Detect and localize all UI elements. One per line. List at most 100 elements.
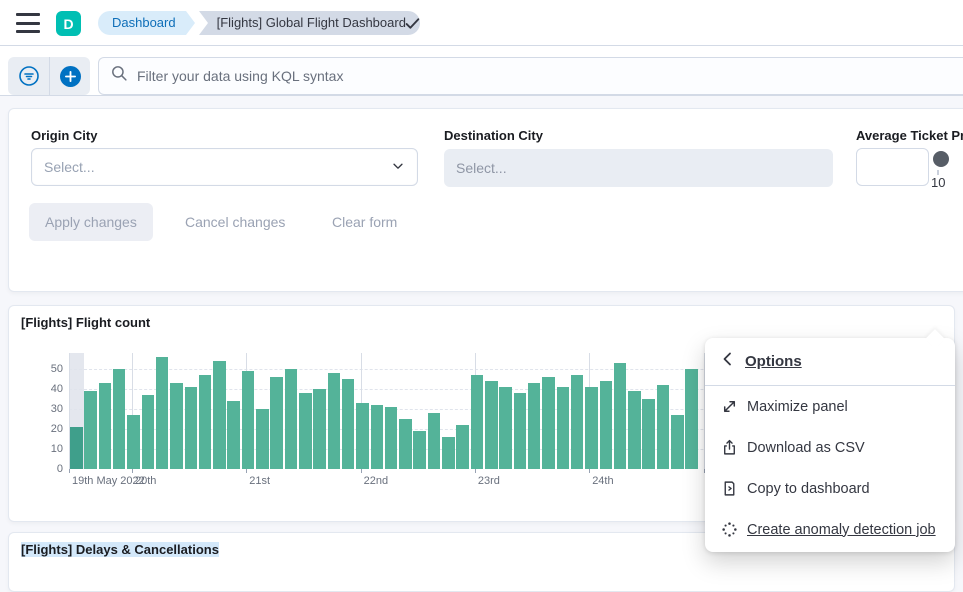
flight-count-bar[interactable] xyxy=(184,387,198,469)
clear-form-button[interactable]: Clear form xyxy=(332,203,397,241)
flight-count-bar[interactable] xyxy=(84,391,97,469)
controls-panel: Origin City Select... Destination City S… xyxy=(8,108,963,292)
options-back-button[interactable]: Options xyxy=(705,338,955,385)
flight-count-bar[interactable] xyxy=(198,375,212,469)
kql-search-input[interactable]: Filter your data using KQL syntax xyxy=(98,57,963,95)
flight-count-bar[interactable] xyxy=(613,363,627,469)
price-slider-min-label: 10 xyxy=(931,175,946,190)
delays-panel-title-text: [Flights] Delays & Cancellations xyxy=(21,542,219,557)
copy-icon xyxy=(721,480,738,497)
flight-count-bar[interactable] xyxy=(628,391,641,469)
apply-changes-button[interactable]: Apply changes xyxy=(29,203,153,241)
cancel-changes-button[interactable]: Cancel changes xyxy=(185,203,285,241)
y-axis-label: 10 xyxy=(50,443,63,455)
chevron-down-icon xyxy=(391,159,405,176)
origin-city-value: Select... xyxy=(44,159,95,175)
menu-item-label: Maximize panel xyxy=(747,398,848,415)
flight-count-bar[interactable] xyxy=(98,383,112,469)
flight-count-bar[interactable] xyxy=(341,379,355,469)
flight-count-bar[interactable] xyxy=(241,371,255,469)
y-gridline xyxy=(69,369,944,370)
flight-count-chart: 0 10 20 30 40 50 19th May 2022 20th 21st 22nd 23rd… xyxy=(9,306,954,521)
x-axis-label: 22nd xyxy=(363,475,389,487)
flight-count-bar[interactable] xyxy=(599,381,613,469)
download-icon xyxy=(721,439,738,456)
flight-count-bar[interactable] xyxy=(671,415,684,469)
flight-count-bar[interactable] xyxy=(399,419,412,469)
menu-icon[interactable] xyxy=(16,13,40,33)
flight-count-bar[interactable] xyxy=(270,377,283,469)
avg-ticket-price-label: Average Ticket Price xyxy=(856,128,963,143)
options-title: Options xyxy=(745,353,802,370)
origin-city-label: Origin City xyxy=(31,128,98,143)
deployment-avatar[interactable]: D xyxy=(56,11,81,36)
flight-count-bar[interactable] xyxy=(384,407,398,469)
x-gridline xyxy=(703,353,705,469)
top-header: D Dashboard [Flights] Global Flight Dash… xyxy=(0,0,963,46)
flight-count-bar[interactable] xyxy=(155,357,169,469)
flight-count-bar[interactable] xyxy=(499,387,512,469)
flight-count-bar[interactable] xyxy=(656,385,670,469)
flight-count-bar[interactable] xyxy=(542,377,555,469)
flight-count-bar[interactable] xyxy=(570,375,584,469)
menu-item-download-as-csv[interactable]: Download as CSV xyxy=(705,427,955,468)
add-filter-icon[interactable] xyxy=(49,57,90,95)
filter-circle-icon[interactable] xyxy=(8,57,49,95)
flight-count-bar[interactable] xyxy=(470,375,484,469)
flight-count-bar[interactable] xyxy=(556,387,570,469)
flight-count-bar[interactable] xyxy=(413,431,426,469)
x-tickmark xyxy=(132,469,133,473)
search-icon xyxy=(111,65,128,87)
x-gridline xyxy=(132,353,133,469)
flight-count-bar[interactable] xyxy=(256,409,269,469)
breadcrumb: Dashboard [Flights] Global Flight Dashbo… xyxy=(98,11,420,35)
flight-count-bar[interactable] xyxy=(356,403,369,469)
flight-count-bar[interactable] xyxy=(642,399,655,469)
flight-count-bar[interactable] xyxy=(585,387,598,469)
flight-count-bar[interactable] xyxy=(513,393,527,469)
menu-item-label: Copy to dashboard xyxy=(747,480,870,497)
flight-count-bar[interactable] xyxy=(227,401,240,469)
flight-count-bar[interactable] xyxy=(70,427,83,469)
maximize-icon xyxy=(721,398,738,415)
x-axis-label: 24th xyxy=(592,475,614,487)
flight-count-bar[interactable] xyxy=(141,395,155,469)
flight-count-bar[interactable] xyxy=(527,383,541,469)
destination-city-select[interactable]: Select... xyxy=(444,149,833,187)
menu-item-maximize-panel[interactable]: Maximize panel xyxy=(705,386,955,427)
breadcrumb-current-dashboard[interactable]: [Flights] Global Flight Dashboard xyxy=(198,11,420,35)
flight-count-bar[interactable] xyxy=(327,373,341,469)
flight-count-bar[interactable] xyxy=(284,369,298,469)
filter-button-group xyxy=(8,57,90,95)
flight-count-bar[interactable] xyxy=(213,361,226,469)
menu-item-create-anomaly-detection-job[interactable]: Create anomaly detection job xyxy=(705,509,955,550)
breadcrumb-dashboard[interactable]: Dashboard xyxy=(98,11,195,35)
flight-count-bar[interactable] xyxy=(685,369,698,469)
x-tickmark xyxy=(246,469,248,473)
flight-count-panel-title: [Flights] Flight count xyxy=(21,315,151,330)
menu-item-label: Create anomaly detection job xyxy=(747,521,936,538)
flight-count-bar[interactable] xyxy=(170,383,183,469)
ml-icon xyxy=(721,521,738,538)
flight-count-bar[interactable] xyxy=(485,381,498,469)
flight-count-bar[interactable] xyxy=(456,425,469,469)
flight-count-bar[interactable] xyxy=(299,393,312,469)
avg-ticket-price-min-input[interactable] xyxy=(856,148,929,186)
flight-count-bar[interactable] xyxy=(442,437,455,469)
flight-count-bar[interactable] xyxy=(127,415,140,469)
menu-item-label: Download as CSV xyxy=(747,439,865,456)
menu-item-copy-to-dashboard[interactable]: Copy to dashboard xyxy=(705,468,955,509)
flight-count-bar[interactable] xyxy=(427,413,441,469)
y-axis-label: 40 xyxy=(50,383,63,395)
x-axis-label: 19th May 2022 xyxy=(72,475,145,487)
x-axis-label: 21st xyxy=(249,475,271,487)
flight-count-bar[interactable] xyxy=(370,405,384,469)
price-slider-thumb[interactable] xyxy=(933,151,949,167)
flight-count-bar[interactable] xyxy=(313,389,326,469)
x-tickmark xyxy=(360,469,362,473)
kql-placeholder: Filter your data using KQL syntax xyxy=(137,68,344,84)
options-menu-list: Maximize panel Download as CSV Copy to das… xyxy=(705,386,955,550)
flight-count-bar[interactable] xyxy=(112,369,126,469)
delays-panel-title: [Flights] Delays & Cancellations xyxy=(17,540,223,559)
origin-city-select[interactable]: Select... xyxy=(31,148,418,186)
